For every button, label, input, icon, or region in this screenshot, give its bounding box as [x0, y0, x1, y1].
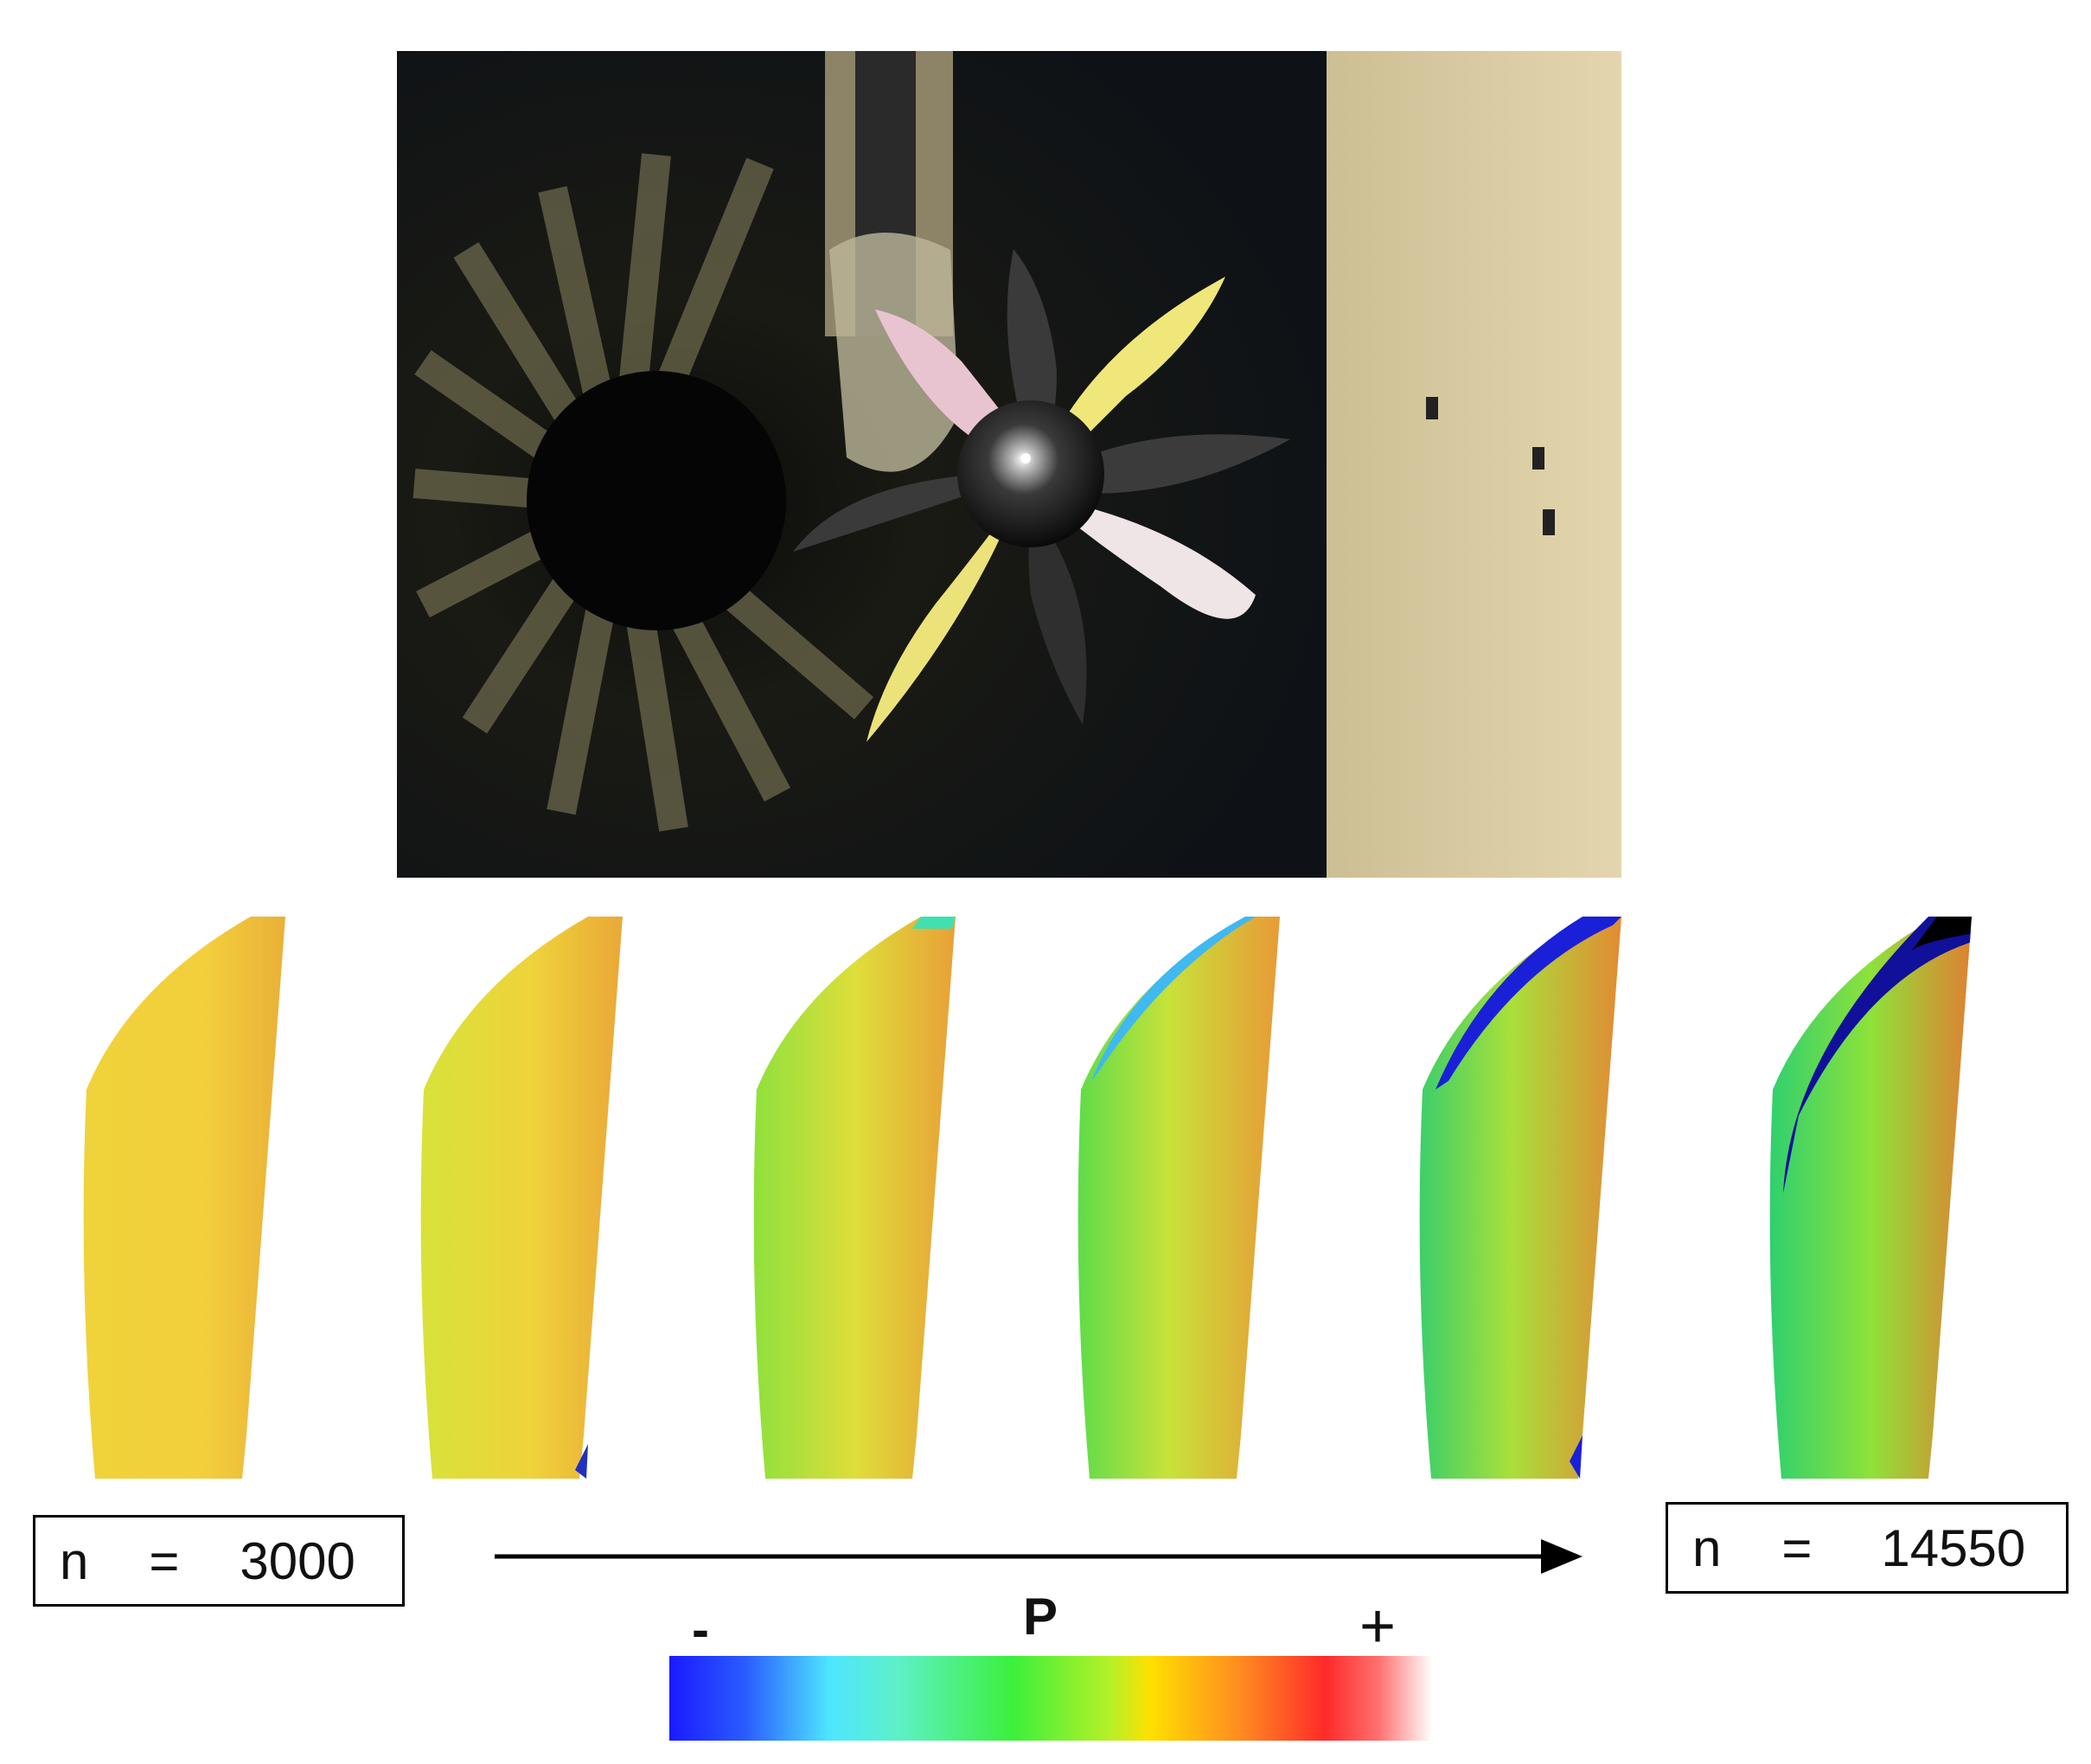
- colorbar-max-label: +: [1359, 1592, 1397, 1661]
- n-start-value: 3000: [240, 1531, 355, 1590]
- n-start-label: n = 3000: [33, 1515, 405, 1607]
- n-start-symbol: n: [60, 1531, 89, 1590]
- n-end-symbol: n: [1692, 1518, 1722, 1577]
- colorbar-min-label: -: [692, 1601, 709, 1659]
- n-end-label: n = 14550: [1666, 1502, 2069, 1594]
- blade-map-4: [1077, 917, 1280, 1479]
- blade-pressure-maps: [83, 917, 1972, 1479]
- blade-map-3: [753, 917, 956, 1479]
- blade-map-2: [420, 917, 623, 1479]
- n-end-equals: =: [1781, 1518, 1813, 1577]
- blade-map-1: [83, 917, 286, 1479]
- propeller-photo: [397, 51, 1621, 878]
- pressure-colorbar: [669, 1656, 1432, 1741]
- n-start-equals: =: [149, 1531, 180, 1590]
- n-end-value: 14550: [1881, 1518, 2026, 1577]
- blade-map-6: [1769, 917, 1972, 1479]
- progression-arrow: [495, 1539, 1583, 1574]
- colorbar-title: P: [1023, 1588, 1058, 1646]
- blade-map-5: [1419, 917, 1621, 1479]
